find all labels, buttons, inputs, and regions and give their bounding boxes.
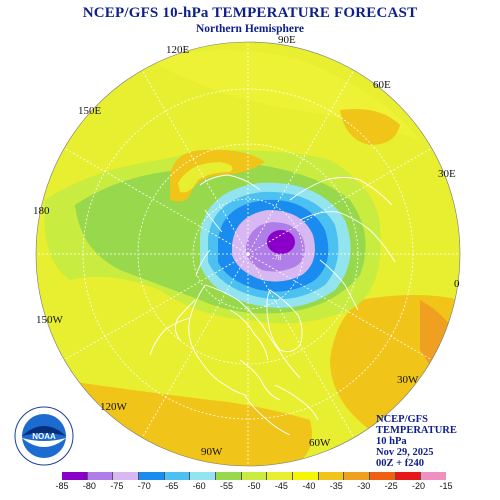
lon-label-150w: 150W — [36, 314, 63, 326]
colorbar-swatch — [62, 472, 88, 480]
colorbar-swatch — [395, 472, 422, 480]
colorbar-tick-label: -65 — [165, 481, 179, 491]
colorbar-swatch — [318, 472, 345, 480]
colorbar-tick-label: -40 — [302, 481, 316, 491]
colorbar-tick-label: -45 — [274, 481, 288, 491]
lon-label-90w: 90W — [201, 446, 223, 458]
info-line-model: NCEP/GFS — [376, 414, 428, 425]
colorbar-tick-label: -60 — [192, 481, 206, 491]
colorbar-tick-label: -85 — [55, 481, 69, 491]
lon-label-30w: 30W — [397, 374, 419, 386]
colorbar-ticks: -85 -80 -75 -70 -65 -60 -55 -50 -45 -40 -35 -30 -25 -… — [48, 481, 460, 493]
colorbar-swatch — [293, 472, 319, 480]
lon-label-60e: 60E — [373, 79, 391, 91]
colorbar-tick-label: -20 — [412, 481, 426, 491]
info-line-date: Nov 29, 2025 — [376, 447, 434, 458]
lon-label-120e: 120E — [166, 44, 190, 56]
colorbar-swatch — [370, 472, 396, 480]
colorbar-tick-label: -35 — [329, 481, 343, 491]
colorbar-tick-label: -75 — [110, 481, 124, 491]
colorbar-tick-label: -30 — [357, 481, 371, 491]
colorbar-swatch — [216, 472, 242, 480]
min-contour-label: -78 — [272, 254, 282, 262]
colorbar-tick-label: -15 — [439, 481, 453, 491]
colorbar-swatch — [421, 472, 447, 480]
info-line-valid: 00Z + f240 — [376, 458, 424, 469]
noaa-logo-text: NOAA — [32, 432, 56, 441]
colorbar-swatch — [267, 472, 294, 480]
colorbar-swatch — [87, 472, 114, 480]
colorbar — [62, 472, 447, 480]
map-title: NCEP/GFS 10-hPa TEMPERATURE FORECAST — [82, 5, 418, 21]
noaa-logo: NOAA — [14, 406, 74, 466]
graticule — [36, 42, 460, 466]
map-border — [35, 41, 461, 467]
info-line-level: 10 hPa — [376, 436, 407, 447]
colorbar-tick-label: -50 — [247, 481, 261, 491]
colorbar-swatch — [344, 472, 371, 480]
colorbar-tick-label: -80 — [82, 481, 96, 491]
map-subtitle: Northern Hemisphere — [195, 23, 305, 35]
colorbar-swatch — [190, 472, 217, 480]
coastlines — [149, 174, 396, 436]
colorbar-swatch — [139, 472, 165, 480]
forecast-info: NCEP/GFS TEMPERATURE 10 hPa Nov 29, 2025… — [376, 414, 457, 469]
colorbar-tick-label: -70 — [137, 481, 151, 491]
lon-label-120w: 120W — [100, 401, 127, 413]
info-line-field: TEMPERATURE — [376, 425, 457, 436]
colorbar-tick-label: -25 — [384, 481, 398, 491]
lon-label-30e: 30E — [438, 168, 456, 180]
lon-label-90e: 90E — [278, 34, 296, 46]
colorbar-swatch — [113, 472, 140, 480]
lon-label-60w: 60W — [309, 437, 331, 449]
lon-label-180: 180 — [33, 205, 50, 217]
colorbar-tick-label: -55 — [220, 481, 234, 491]
colorbar-swatch — [164, 472, 191, 480]
lon-label-0: 0 — [454, 278, 460, 290]
colorbar-swatch — [241, 472, 268, 480]
lon-label-150e: 150E — [78, 105, 102, 117]
